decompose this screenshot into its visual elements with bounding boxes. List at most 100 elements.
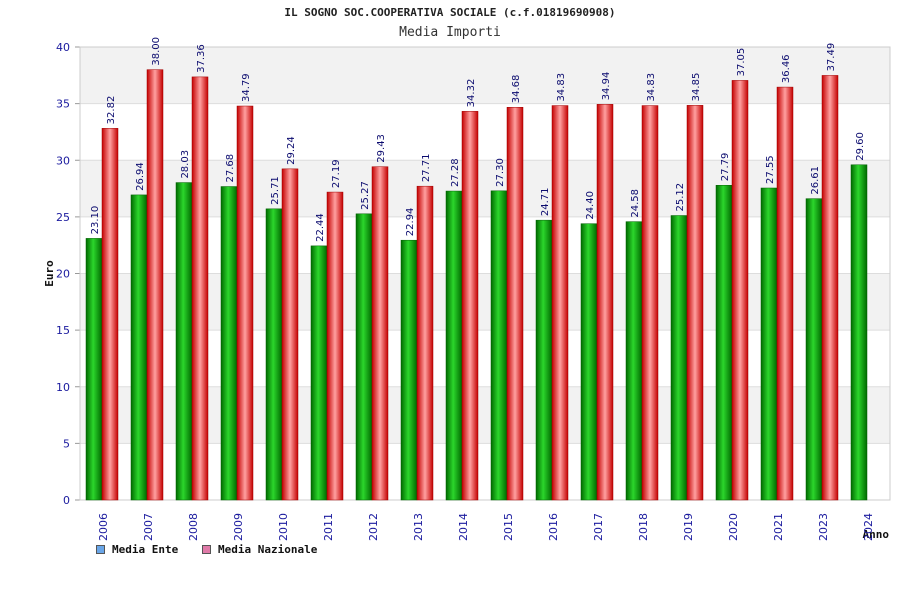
y-tick-label: 30 — [56, 154, 70, 167]
bar-ente — [850, 164, 868, 501]
grid-band — [80, 47, 890, 104]
data-label: 34.83 — [556, 73, 567, 102]
bar-nazionale — [416, 185, 434, 501]
data-label: 27.30 — [495, 158, 506, 187]
x-tick-label: 2021 — [772, 513, 785, 541]
y-tick-label: 25 — [56, 211, 70, 224]
x-tick-label: 2024 — [862, 513, 875, 541]
bar-ente — [85, 238, 103, 501]
data-label: 24.40 — [585, 191, 596, 220]
data-label: 34.68 — [511, 75, 522, 104]
bar-ente — [535, 219, 553, 501]
y-axis-label: Euro — [43, 260, 56, 287]
x-tick-label: 2015 — [502, 513, 515, 541]
data-label: 34.85 — [691, 73, 702, 102]
bar-nazionale — [461, 111, 479, 501]
data-label: 26.61 — [810, 166, 821, 195]
data-label: 37.36 — [196, 44, 207, 73]
bar-nazionale — [146, 69, 164, 501]
bar-nazionale — [326, 191, 344, 501]
legend-label-ente: Media Ente — [112, 543, 179, 556]
bar-ente — [400, 239, 418, 501]
bar-nazionale — [686, 105, 704, 501]
x-tick-label: 2019 — [682, 513, 695, 541]
data-label: 27.68 — [225, 154, 236, 183]
x-tick-label: 2006 — [97, 513, 110, 541]
x-tick-label: 2012 — [367, 513, 380, 541]
data-label: 26.94 — [135, 162, 146, 191]
bar-nazionale — [821, 75, 839, 501]
y-tick-label: 40 — [56, 41, 70, 54]
legend-item-nazionale: Media Nazionale — [202, 543, 317, 556]
bar-nazionale — [596, 104, 614, 501]
bar-ente — [760, 187, 778, 501]
bar-ente — [445, 190, 463, 501]
data-label: 34.32 — [466, 79, 477, 108]
data-label: 37.05 — [736, 48, 747, 77]
data-label: 29.60 — [855, 132, 866, 161]
data-label: 28.03 — [180, 150, 191, 179]
bar-nazionale — [236, 105, 254, 501]
bar-ente — [265, 208, 283, 501]
data-label: 34.94 — [601, 72, 612, 101]
legend-swatch-ente — [96, 545, 105, 554]
x-tick-label: 2011 — [322, 513, 335, 541]
grid-band — [80, 386, 890, 444]
bar-nazionale — [551, 105, 569, 501]
y-tick-label: 20 — [56, 268, 70, 281]
data-label: 27.79 — [720, 153, 731, 182]
x-tick-label: 2010 — [277, 513, 290, 541]
bar-ente — [625, 221, 643, 501]
data-label: 36.46 — [781, 54, 792, 83]
data-label: 32.82 — [106, 96, 117, 125]
bar-ente — [580, 223, 598, 501]
x-tick-label: 2016 — [547, 513, 560, 541]
bar-nazionale — [506, 106, 524, 501]
grid-band — [80, 103, 890, 161]
data-label: 25.27 — [360, 181, 371, 210]
data-label: 25.71 — [270, 176, 281, 205]
x-tick-label: 2014 — [457, 513, 470, 541]
bar-ente — [310, 245, 328, 501]
legend-label-nazionale: Media Nazionale — [218, 543, 318, 556]
grid-band — [80, 273, 890, 331]
bar-nazionale — [641, 105, 659, 501]
y-tick-label: 35 — [56, 98, 70, 111]
x-axis-label: Anno — [863, 528, 890, 541]
bar-ente — [355, 213, 373, 501]
data-label: 24.71 — [540, 188, 551, 217]
y-tick-label: 5 — [63, 437, 70, 450]
data-label: 27.55 — [765, 155, 776, 184]
y-tick-label: 15 — [56, 324, 70, 337]
grid-band — [80, 160, 890, 217]
data-label: 29.24 — [286, 136, 297, 165]
bar-ente — [175, 182, 193, 501]
x-tick-label: 2020 — [727, 513, 740, 541]
bar-ente — [130, 194, 148, 501]
grid-band — [80, 443, 890, 500]
data-label: 25.12 — [675, 183, 686, 212]
x-tick-label: 2018 — [637, 513, 650, 541]
bar-nazionale — [731, 80, 749, 501]
bar-ente — [220, 186, 238, 501]
grid-band — [80, 330, 890, 387]
legend-item-ente: Media Ente — [96, 543, 178, 556]
data-label: 27.28 — [450, 158, 461, 187]
data-label: 34.83 — [646, 73, 657, 102]
data-label: 29.43 — [376, 134, 387, 163]
x-tick-label: 2023 — [817, 513, 830, 541]
x-tick-label: 2017 — [592, 513, 605, 541]
bar-ente — [490, 190, 508, 501]
chart-title: IL SOGNO SOC.COOPERATIVA SOCIALE (c.f.01… — [284, 6, 616, 19]
legend-swatch-nazionale — [202, 545, 211, 554]
data-label: 38.00 — [151, 37, 162, 66]
y-tick-label: 10 — [56, 381, 70, 394]
bar-nazionale — [101, 128, 119, 501]
bar-ente — [670, 215, 688, 501]
bar-nazionale — [371, 166, 389, 501]
data-label: 27.71 — [421, 154, 432, 183]
data-label: 27.19 — [331, 159, 342, 188]
data-label: 37.49 — [826, 43, 837, 72]
data-label: 24.58 — [630, 189, 641, 218]
